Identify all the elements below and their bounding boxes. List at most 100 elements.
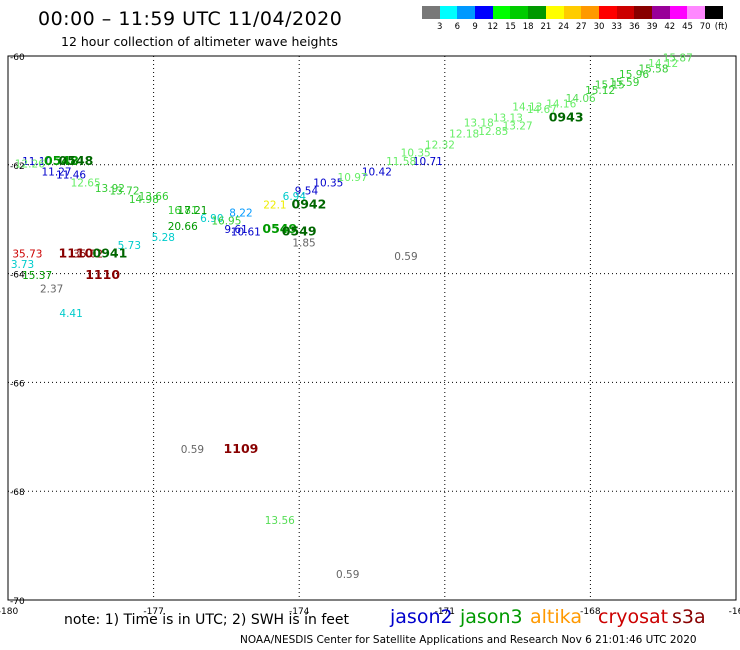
colorbar-swatch: [687, 6, 705, 19]
wave-height-label: 6.94: [283, 191, 307, 203]
wave-height-label: 12.18: [449, 129, 479, 141]
legend-altika: altika: [530, 606, 582, 628]
wave-height-label: 20.66: [168, 221, 198, 233]
y-tick-label: -60: [10, 53, 25, 63]
wave-height-label: 2.37: [40, 284, 63, 296]
wave-height-label: 5.28: [152, 232, 175, 244]
colorbar-swatch: [563, 6, 582, 19]
colorbar-swatch: [475, 6, 493, 19]
colorbar-tick-label: 12: [487, 22, 499, 32]
colorbar-labels: 3 6 9 12 15 18 21 24 27 30 33 36 39 42 45 70 (ft): [422, 19, 740, 33]
wave-height-label: 14.06: [566, 93, 596, 105]
colorbar-swatches: [422, 6, 740, 19]
wave-height-label: 9.54: [295, 186, 319, 198]
wave-height-label: 17.21: [177, 205, 207, 217]
y-tick-label: -62: [10, 162, 25, 172]
legend-jason3: jason3: [460, 606, 523, 628]
colorbar-tick-label: 30: [593, 22, 605, 32]
wave-height-label: 12.85: [478, 126, 508, 138]
colorbar-unit: (ft): [714, 22, 728, 32]
colorbar-legend: 3 6 9 12 15 18 21 24 27 30 33 36 39 42 45 70 (ft): [422, 6, 740, 33]
colorbar-tick-label: 36: [628, 22, 640, 32]
footer-note: note: 1) Time is in UTC; 2) SWH is in fe…: [64, 612, 350, 628]
page-title: 00:00 – 11:59 UTC 11/04/2020: [38, 8, 343, 30]
y-tick-label: -68: [10, 488, 25, 498]
colorbar-tick-label: 18: [522, 22, 534, 32]
wave-height-label: 11.10: [22, 156, 52, 168]
wave-height-label: 35.02: [73, 248, 103, 260]
wave-height-label: 4.41: [59, 308, 82, 320]
colorbar-swatch: [528, 6, 546, 19]
wave-height-label: 13.92: [95, 183, 125, 195]
colorbar-tick-label: 15: [505, 22, 516, 32]
wave-height-label: 15.15: [595, 80, 625, 92]
colorbar-swatch: [422, 6, 440, 19]
wave-height-label: 0.59: [336, 569, 359, 581]
colorbar-tick-label: 6: [454, 22, 461, 32]
x-tick-label: -180: [0, 607, 18, 617]
wave-height-label: 15.58: [638, 63, 668, 75]
wave-height-label: 13.72: [109, 186, 139, 198]
colorbar-tick-label: 21: [540, 22, 552, 32]
wave-height-label: 14.98: [129, 194, 159, 206]
colorbar-swatch: [510, 6, 529, 19]
wave-height-label: 6.90: [200, 213, 223, 225]
legend-jason2: jason2: [390, 606, 453, 628]
wave-height-label: 13.27: [503, 120, 533, 132]
colorbar-tick-label: 45: [682, 22, 693, 32]
wave-height-label: 10.35: [401, 148, 431, 160]
wave-height-label: 14.13: [512, 101, 542, 113]
wave-height-label: 15.12: [585, 85, 615, 97]
wave-height-label: 14.12: [648, 58, 678, 70]
wave-height-label: 11.46: [56, 169, 86, 181]
time-label: 1110: [85, 267, 120, 282]
colorbar-tick-label: 39: [646, 22, 658, 32]
legend-s3a: s3a: [672, 606, 706, 628]
colorbar-swatch: [545, 6, 564, 19]
wave-height-label: 15.96: [619, 69, 649, 81]
wave-height-label: 15.59: [609, 77, 639, 89]
wave-height-label: 10.71: [413, 156, 443, 168]
x-tick-label: -168: [580, 607, 601, 617]
wave-height-label: 35.73: [12, 248, 42, 260]
colorbar-swatch: [669, 6, 688, 19]
plot-frame: [7, 55, 737, 601]
colorbar-swatch: [705, 6, 723, 19]
colorbar-tick-label: 42: [664, 22, 676, 32]
wave-height-label: 10.97: [338, 172, 368, 184]
x-tick-label: -174: [289, 607, 310, 617]
wave-height-label: 12.32: [425, 139, 455, 151]
wave-height-label: 10.61: [231, 227, 261, 239]
wave-height-label: 12.26: [15, 159, 45, 171]
colorbar-tick-label: 33: [611, 22, 623, 32]
y-tick-label: -70: [10, 597, 25, 607]
wave-height-label: 1.85: [292, 237, 315, 249]
wave-height-label: 11.27: [42, 167, 72, 179]
wave-height-label: 14.67: [527, 104, 557, 116]
colorbar-swatch: [457, 6, 476, 19]
wave-height-label: 3.73: [11, 259, 34, 271]
wave-height-label: 10.35: [313, 178, 343, 190]
wave-height-label: 13.18: [464, 118, 494, 130]
wave-height-label: 13.56: [265, 515, 295, 527]
colorbar-swatch: [439, 6, 458, 19]
y-tick-label: -66: [10, 379, 25, 389]
time-label: 1110: [59, 245, 94, 260]
colorbar-swatch: [616, 6, 635, 19]
time-label: 0548: [59, 153, 94, 168]
wave-height-label: 5.73: [118, 240, 141, 252]
colorbar-tick-label: 24: [558, 22, 570, 32]
time-label: 0942: [292, 196, 327, 211]
colorbar-swatch: [634, 6, 652, 19]
wave-height-label: 13.13: [493, 112, 523, 124]
x-tick-label: -171: [435, 607, 455, 617]
x-tick-label: -16: [729, 607, 740, 617]
time-label: 0548: [44, 153, 79, 168]
wave-height-label: 22.1: [263, 199, 286, 211]
wave-height-label: 8.22: [229, 207, 252, 219]
wave-height-label: 15.87: [663, 52, 693, 64]
colorbar-tick-label: 70: [699, 22, 711, 32]
x-tick-label: -177: [143, 607, 163, 617]
